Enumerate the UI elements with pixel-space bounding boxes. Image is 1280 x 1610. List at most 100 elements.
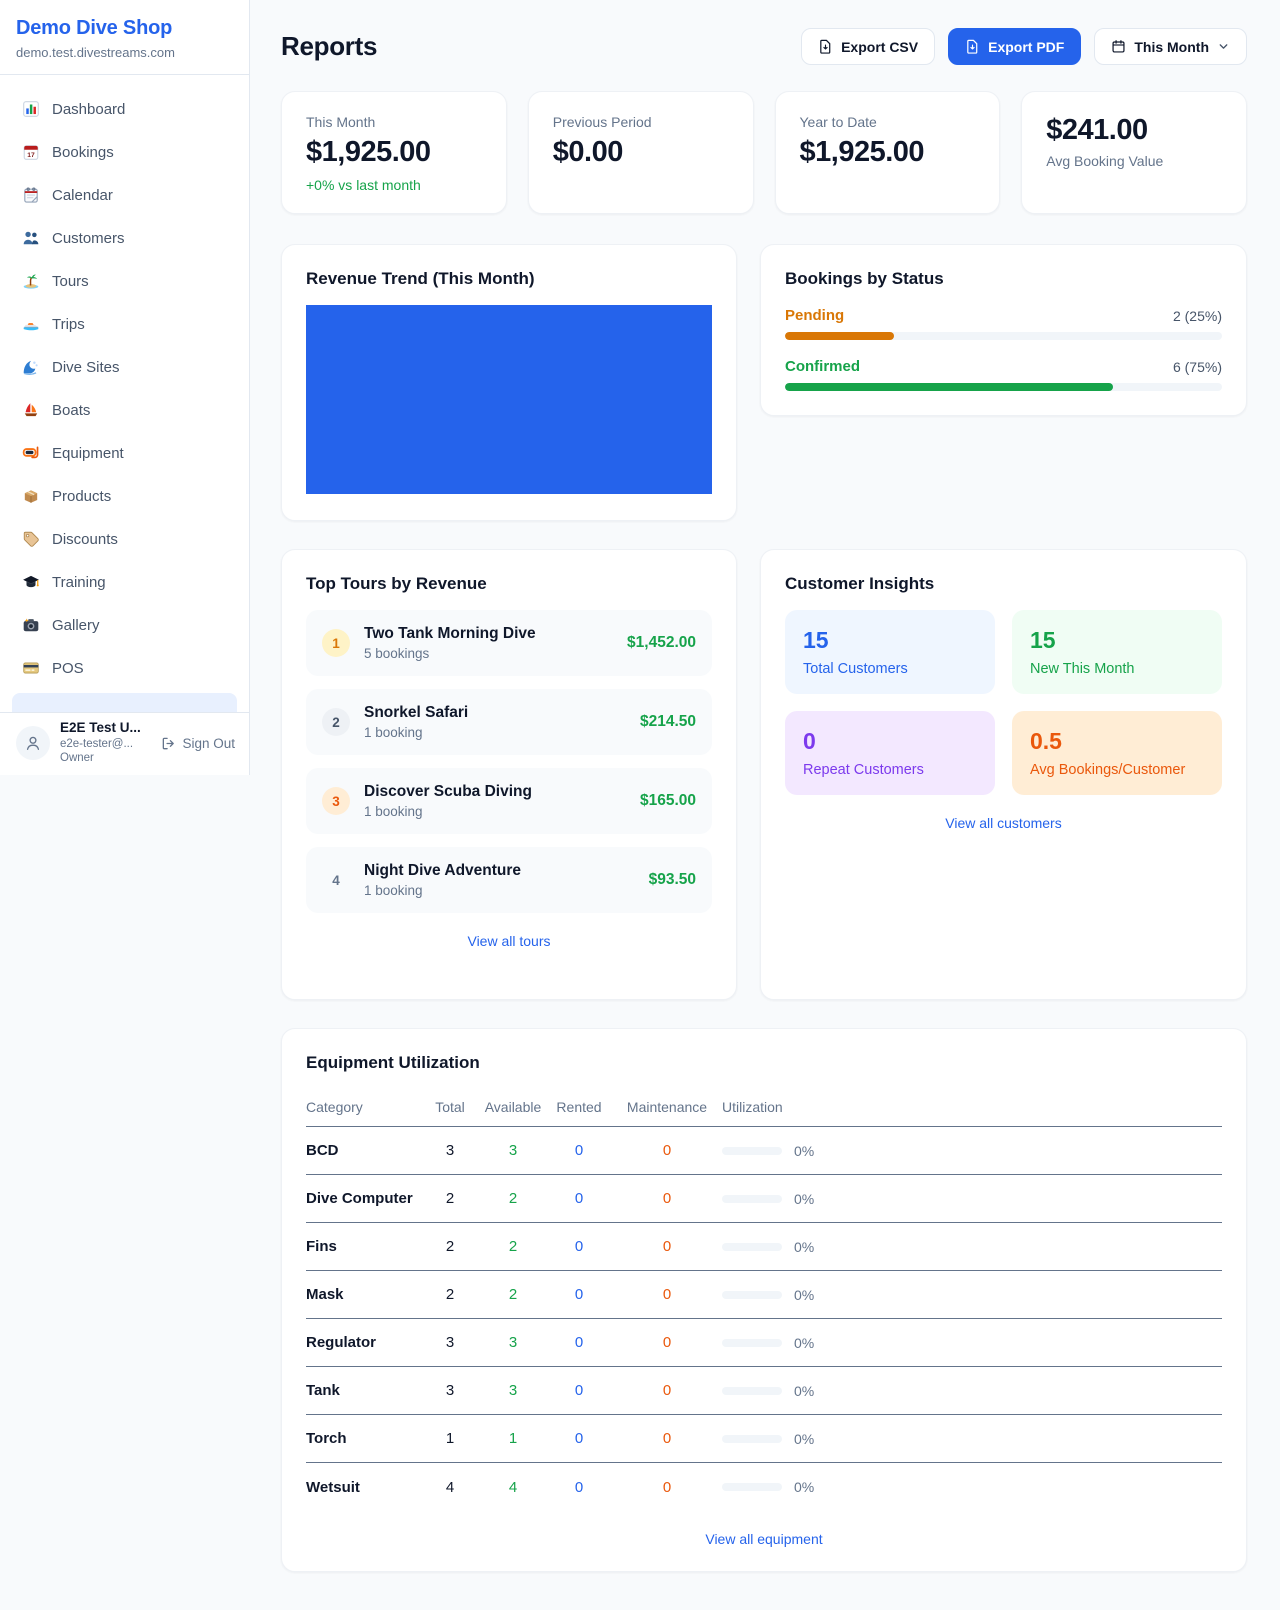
cell-available: 1 bbox=[508, 1430, 518, 1447]
cell-available: 3 bbox=[508, 1334, 518, 1351]
bar-chart-icon bbox=[23, 101, 39, 117]
insight-tiles: 15 Total Customers 15 New This Month 0 R… bbox=[785, 610, 1222, 795]
sidebar-item-dive-sites[interactable]: Dive Sites bbox=[12, 349, 237, 385]
tile-value: 0.5 bbox=[1030, 728, 1062, 754]
user-icon bbox=[26, 736, 40, 750]
sidebar-item-label: Dive Sites bbox=[52, 358, 120, 376]
col-maintenance: Maintenance bbox=[626, 1098, 708, 1115]
sidebar-item-label: Tours bbox=[52, 272, 89, 290]
status-label: Pending bbox=[785, 307, 845, 324]
col-available: Available bbox=[484, 1098, 542, 1115]
cell-rented: 0 bbox=[574, 1190, 584, 1207]
rank-badge: 3 bbox=[322, 787, 350, 815]
top-tours-card: Top Tours by Revenue 1 Two Tank Morning … bbox=[281, 549, 737, 1000]
cell-category: BCD bbox=[306, 1142, 339, 1159]
tour-revenue: $214.50 bbox=[639, 713, 696, 730]
customer-insights-title: Customer Insights bbox=[785, 574, 935, 593]
dive-mask-icon bbox=[22, 446, 39, 459]
table-row: Tank 3 3 0 0 0% bbox=[306, 1367, 1222, 1415]
sidebar-item-active-partial[interactable] bbox=[12, 693, 237, 712]
status-label: Confirmed bbox=[785, 358, 860, 375]
sidebar-item-equipment[interactable]: Equipment bbox=[12, 435, 237, 471]
package-icon bbox=[24, 490, 38, 503]
tour-name: Two Tank Morning Dive bbox=[364, 625, 536, 642]
sidebar-item-gallery[interactable]: Gallery bbox=[12, 607, 237, 643]
sidebar-item-tours[interactable]: Tours bbox=[12, 263, 237, 299]
user-meta: E2E Test U... e2e-tester@... Owner bbox=[60, 720, 151, 766]
sidebar-item-discounts[interactable]: Discounts bbox=[12, 521, 237, 557]
cell-maintenance: 0 bbox=[662, 1142, 672, 1159]
sidebar-item-training[interactable]: Training bbox=[12, 564, 237, 600]
brand-block: Demo Dive Shop demo.test.divestreams.com bbox=[0, 0, 249, 75]
cell-utilization: 0% bbox=[794, 1479, 815, 1495]
cell-category: Tank bbox=[306, 1382, 340, 1399]
view-all-customers-link[interactable]: View all customers bbox=[945, 815, 1062, 831]
bookings-by-status-title: Bookings by Status bbox=[785, 269, 944, 288]
cell-rented: 0 bbox=[574, 1382, 584, 1399]
sidebar-item-label: Dashboard bbox=[52, 100, 126, 118]
rank-badge: 1 bbox=[322, 629, 350, 657]
calendar-date-icon: 17 bbox=[23, 145, 39, 160]
stat-card-previous-period: Previous Period $0.00 bbox=[527, 91, 754, 214]
status-bar-fill bbox=[785, 332, 895, 340]
tile-new-this-month: 15 New This Month bbox=[1012, 610, 1222, 694]
sidebar-item-label: Equipment bbox=[52, 444, 124, 462]
export-pdf-button[interactable]: Export PDF bbox=[948, 28, 1082, 65]
period-label: This Month bbox=[1134, 38, 1209, 55]
cell-total: 2 bbox=[445, 1286, 455, 1303]
file-export-icon bbox=[820, 39, 831, 54]
tour-bookings: 1 booking bbox=[364, 883, 423, 898]
sidebar-item-dashboard[interactable]: Dashboard bbox=[12, 91, 237, 127]
utilization-bar bbox=[722, 1194, 782, 1203]
sidebar-item-label: Training bbox=[52, 573, 106, 591]
sidebar-item-label: Customers bbox=[52, 229, 125, 247]
cell-rented: 0 bbox=[574, 1478, 584, 1496]
sidebar-item-boats[interactable]: Boats bbox=[12, 392, 237, 428]
col-rented: Rented bbox=[556, 1098, 602, 1115]
view-all-equipment-link[interactable]: View all equipment bbox=[705, 1531, 823, 1547]
svg-text:17: 17 bbox=[27, 152, 35, 159]
cell-total: 1 bbox=[445, 1430, 455, 1447]
cell-category: Wetsuit bbox=[306, 1478, 360, 1496]
sidebar-item-products[interactable]: Products bbox=[12, 478, 237, 514]
user-email: e2e-tester@... bbox=[60, 738, 134, 751]
view-all-tours-link[interactable]: View all tours bbox=[467, 933, 551, 949]
cell-total: 3 bbox=[445, 1142, 455, 1159]
export-csv-button[interactable]: Export CSV bbox=[801, 28, 936, 65]
people-icon bbox=[23, 231, 39, 245]
utilization-bar bbox=[722, 1242, 782, 1251]
sidebar-item-customers[interactable]: Customers bbox=[12, 220, 237, 256]
table-row: Dive Computer 2 2 0 0 0% bbox=[306, 1175, 1222, 1223]
sidebar: Demo Dive Shop demo.test.divestreams.com… bbox=[0, 0, 250, 775]
sidebar-item-trips[interactable]: Trips bbox=[12, 306, 237, 342]
tile-value: 15 bbox=[1030, 627, 1056, 653]
cell-available: 2 bbox=[508, 1190, 518, 1207]
cell-rented: 0 bbox=[574, 1238, 584, 1255]
stat-card-this-month: This Month $1,925.00 +0% vs last month bbox=[281, 91, 507, 214]
tile-repeat-customers: 0 Repeat Customers bbox=[785, 711, 995, 795]
table-row: Mask 2 2 0 0 0% bbox=[306, 1271, 1222, 1319]
charts-row: Revenue Trend (This Month) Bookings by S… bbox=[281, 244, 1247, 521]
stats-row: This Month $1,925.00 +0% vs last month P… bbox=[281, 91, 1247, 214]
sidebar-item-pos[interactable]: POS bbox=[12, 650, 237, 686]
tile-avg-bookings: 0.5 Avg Bookings/Customer bbox=[1012, 711, 1222, 795]
stat-value: $1,925.00 bbox=[799, 136, 925, 168]
tile-label: Total Customers bbox=[803, 661, 908, 677]
period-dropdown[interactable]: This Month bbox=[1094, 28, 1247, 65]
stat-value: $1,925.00 bbox=[306, 136, 431, 168]
stat-label: Avg Booking Value bbox=[1046, 153, 1164, 169]
table-row: BCD 3 3 0 0 0% bbox=[306, 1127, 1222, 1175]
sidebar-item-bookings[interactable]: 17 Bookings bbox=[12, 134, 237, 170]
sign-out-button[interactable]: Sign Out bbox=[161, 736, 235, 751]
cell-rented: 0 bbox=[574, 1334, 584, 1351]
customer-insights-card: Customer Insights 15 Total Customers 15 … bbox=[760, 549, 1247, 1000]
cell-maintenance: 0 bbox=[662, 1430, 672, 1447]
revenue-trend-title: Revenue Trend (This Month) bbox=[306, 269, 535, 288]
stat-card-avg-booking-value: $241.00 Avg Booking Value bbox=[1021, 91, 1247, 214]
calendar-icon bbox=[1112, 40, 1125, 53]
status-count: 6 (75%) bbox=[1172, 358, 1222, 375]
cell-utilization: 0% bbox=[794, 1430, 815, 1447]
cell-maintenance: 0 bbox=[662, 1238, 672, 1255]
sign-out-label: Sign Out bbox=[182, 735, 235, 751]
sidebar-item-calendar[interactable]: Calendar bbox=[12, 177, 237, 213]
